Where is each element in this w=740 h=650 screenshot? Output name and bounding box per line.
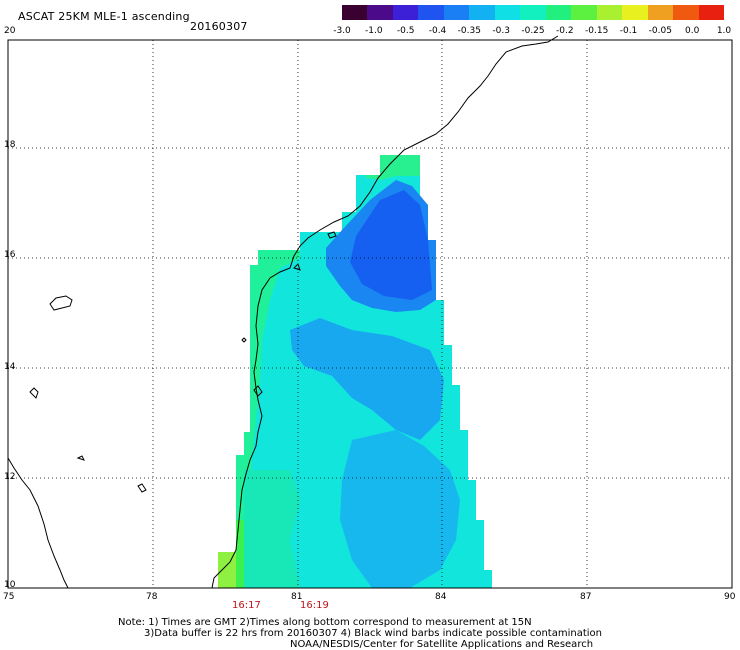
colorbar-swatch [647,5,674,20]
swath-green-margin [236,232,300,588]
time-label-1617: 16:17 [232,600,261,611]
colorbar-swatch [545,5,572,20]
map-date: 20160307 [190,20,248,33]
swath-mid-blue [290,318,444,440]
map-title: ASCAT 25KM MLE-1 ascending [18,10,190,23]
x-tick-87: 87 [580,592,592,602]
colorbar-swatch [367,5,393,20]
colorbar-swatch [418,5,444,20]
colorbar-label: -3.0 [333,26,351,36]
colorbar [342,5,725,20]
x-tick-78: 78 [146,592,158,602]
swath-sw-corner [218,552,236,588]
colorbar-label: -1.0 [365,26,383,36]
colorbar-swatch [698,5,725,20]
y-tick-16: 16 [4,250,16,260]
x-tick-84: 84 [435,592,447,602]
x-tick-81: 81 [291,592,303,602]
colorbar-label: -0.35 [457,26,481,36]
swath-ne-green [366,155,420,180]
colorbar-label: -0.05 [648,26,672,36]
map-frame [7,39,733,589]
colorbar-swatch [342,5,368,20]
colorbar-label: -0.2 [556,26,574,36]
note-line-1: Note: 1) Times are GMT 2)Times along bot… [118,617,532,628]
colorbar-swatch [571,5,597,20]
y-tick-18: 18 [4,140,16,150]
colorbar-swatch [520,5,546,20]
colorbar-label: 0.0 [684,26,700,36]
colorbar-swatch [622,5,648,20]
grid [8,40,732,588]
colorbar-label: -0.3 [492,26,510,36]
swath-lower-blue [340,430,460,588]
colorbar-label: -0.5 [396,26,415,36]
colorbar-label: -0.1 [619,26,638,36]
note-line-2: 3)Data buffer is 22 hrs from 20160307 4)… [144,628,602,639]
colorbar-swatch [443,5,470,20]
y-tick-10: 10 [4,580,16,590]
colorbar-swatch [392,5,419,20]
coastline [7,35,559,589]
x-tick-90: 90 [724,592,736,602]
colorbar-label: -0.25 [521,26,545,36]
colorbar-swatch [494,5,521,20]
time-label-1619: 16:19 [300,600,329,611]
colorbar-swatch [596,5,623,20]
colorbar-label: 1.0 [716,26,732,36]
swath-deep-blue [350,190,432,300]
x-tick-75: 75 [3,592,15,602]
colorbar-swatch [673,5,699,20]
colorbar-swatch [469,5,495,20]
colorbar-label: -0.4 [428,26,447,36]
y-tick-12: 12 [4,472,16,482]
note-line-3: NOAA/NESDIS/Center for Satellite Applica… [290,639,594,650]
colorbar-label: -0.15 [585,26,609,36]
swath-south [244,470,300,588]
y-tick-20: 20 [4,26,16,36]
wind-swath [218,155,492,588]
colorbar-labels: -3.0 -1.0 -0.5 -0.4 -0.35 -0.3 -0.25 -0.2 -0.15-… [333,26,731,38]
y-tick-14: 14 [4,362,16,372]
colorbar-swatches [342,5,725,20]
